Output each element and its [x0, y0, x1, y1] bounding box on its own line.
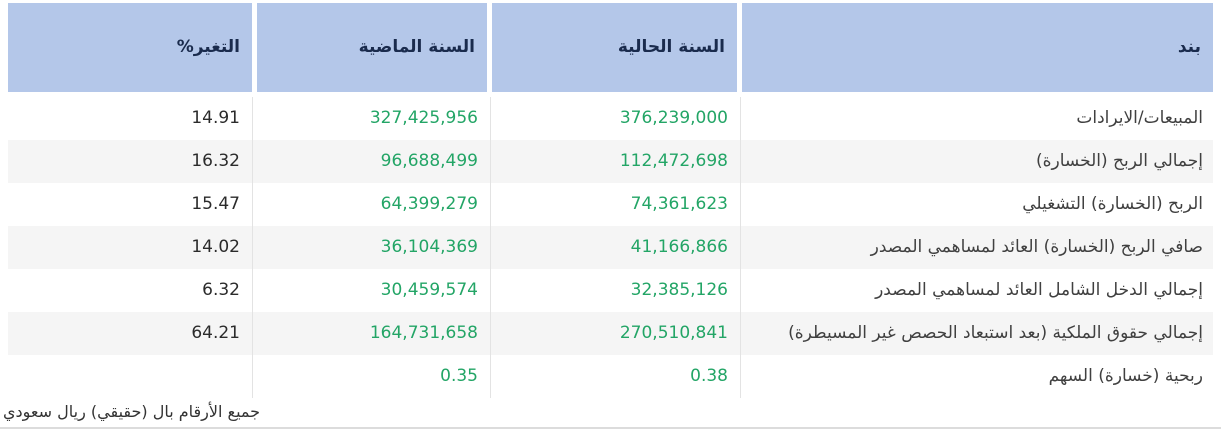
column-header-item: بند	[742, 3, 1213, 92]
column-header-change-pct: التغير%	[8, 3, 252, 92]
bottom-divider	[0, 427, 1221, 429]
row-current-year-value: 0.38	[490, 355, 740, 398]
row-previous-year-value: 96,688,499	[252, 140, 490, 183]
row-current-year-value: 32,385,126	[490, 269, 740, 312]
row-item-label: إجمالي الدخل الشامل العائد لمساهمي المصد…	[740, 269, 1213, 312]
row-item-label: إجمالي الربح (الخسارة)	[740, 140, 1213, 183]
row-change-pct-value	[8, 355, 252, 398]
table-row: إجمالي الدخل الشامل العائد لمساهمي المصد…	[8, 269, 1213, 312]
table-row: إجمالي حقوق الملكية (بعد استبعاد الحصص غ…	[8, 312, 1213, 355]
table-row: صافي الربح (الخسارة) العائد لمساهمي المص…	[8, 226, 1213, 269]
column-header-previous-year: السنة الماضية	[257, 3, 487, 92]
row-previous-year-value: 164,731,658	[252, 312, 490, 355]
row-item-label: الربح (الخسارة) التشغيلي	[740, 183, 1213, 226]
row-item-label: إجمالي حقوق الملكية (بعد استبعاد الحصص غ…	[740, 312, 1213, 355]
table-body: المبيعات/الايرادات 376,239,000 327,425,9…	[8, 97, 1213, 398]
row-previous-year-value: 327,425,956	[252, 97, 490, 140]
row-change-pct-value: 64.21	[191, 323, 240, 343]
table-row: الربح (الخسارة) التشغيلي 74,361,623 64,3…	[8, 183, 1213, 226]
row-change-pct-value: 6.32	[202, 280, 240, 300]
table-row: إجمالي الربح (الخسارة) 112,472,698 96,68…	[8, 140, 1213, 183]
table-row: ربحية (خسارة) السهم 0.38 0.35	[8, 355, 1213, 398]
financial-results-table: بند السنة الحالية السنة الماضية التغير% …	[8, 3, 1213, 398]
row-current-year-value: 41,166,866	[490, 226, 740, 269]
table-row: المبيعات/الايرادات 376,239,000 327,425,9…	[8, 97, 1213, 140]
row-change-pct-value: 14.02	[191, 237, 240, 257]
row-previous-year-value: 36,104,369	[252, 226, 490, 269]
row-change-pct-value: 15.47	[191, 194, 240, 214]
row-previous-year-value: 30,459,574	[252, 269, 490, 312]
row-current-year-value: 270,510,841	[490, 312, 740, 355]
row-item-label: صافي الربح (الخسارة) العائد لمساهمي المص…	[740, 226, 1213, 269]
row-item-label: المبيعات/الايرادات	[740, 97, 1213, 140]
row-previous-year-value: 64,399,279	[252, 183, 490, 226]
row-current-year-value: 74,361,623	[490, 183, 740, 226]
table-header-row: بند السنة الحالية السنة الماضية التغير%	[8, 3, 1213, 92]
row-current-year-value: 376,239,000	[490, 97, 740, 140]
row-change-pct-value: 14.91	[191, 108, 240, 128]
row-previous-year-value: 0.35	[252, 355, 490, 398]
currency-footnote: جميع الأرقام بال (حقيقي) ريال سعودي	[3, 402, 261, 421]
row-item-label: ربحية (خسارة) السهم	[740, 355, 1213, 398]
row-change-pct-value: 16.32	[191, 151, 240, 171]
column-header-current-year: السنة الحالية	[492, 3, 737, 92]
row-current-year-value: 112,472,698	[490, 140, 740, 183]
